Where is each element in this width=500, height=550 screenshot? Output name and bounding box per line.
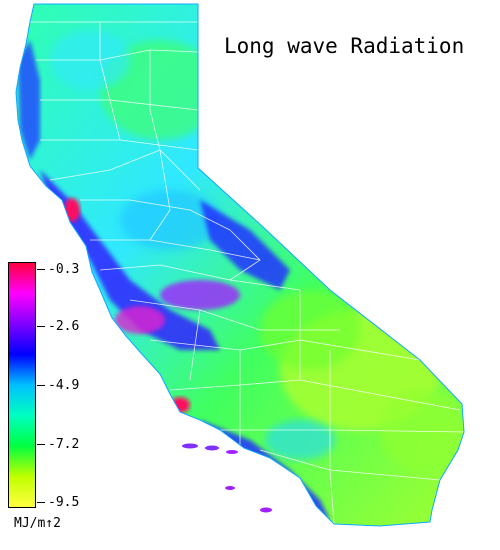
legend-tick-4: -7.2 (37, 438, 79, 452)
channel-islands (182, 443, 272, 513)
legend-tick-5: -9.5 (37, 496, 79, 510)
county-boundaries (30, 21, 464, 525)
legend-tick-1: -0.3 (37, 263, 79, 277)
map-title: Long wave Radiation (224, 34, 465, 58)
legend-units: MJ/m↑2 (14, 516, 61, 531)
legend-tick-3: -4.9 (37, 379, 79, 393)
legend-colorbar (8, 262, 36, 508)
legend-tick-2: -2.6 (37, 320, 79, 334)
